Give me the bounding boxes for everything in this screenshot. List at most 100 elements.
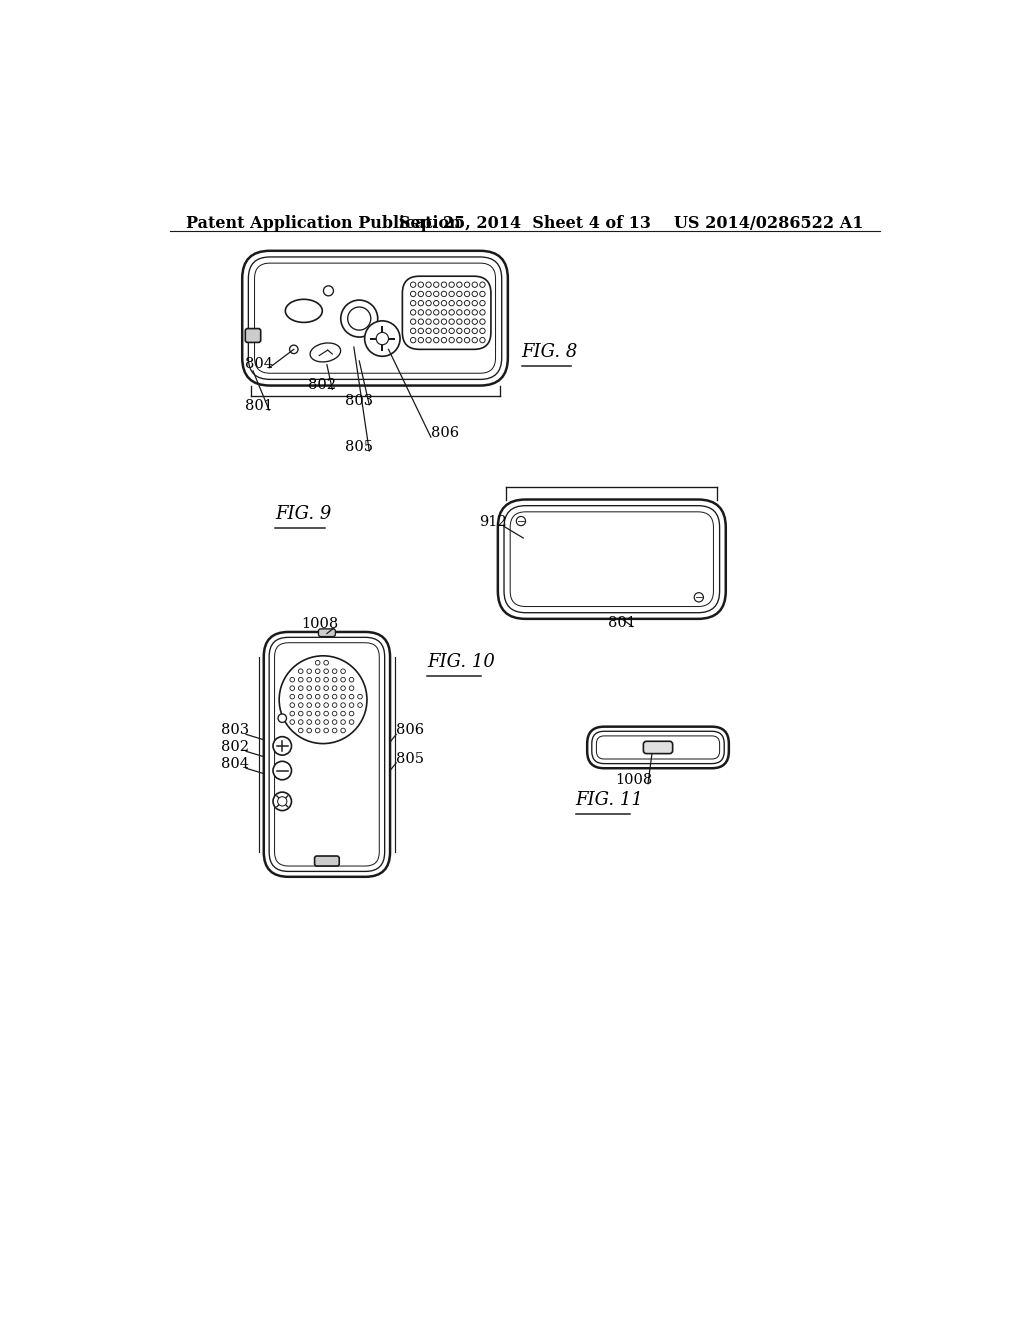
Circle shape: [365, 321, 400, 356]
Circle shape: [472, 310, 477, 315]
Circle shape: [464, 310, 470, 315]
Circle shape: [433, 301, 439, 306]
Circle shape: [349, 694, 354, 700]
Circle shape: [426, 329, 431, 334]
Circle shape: [418, 292, 424, 297]
Circle shape: [307, 677, 311, 682]
Circle shape: [307, 711, 311, 715]
Circle shape: [315, 660, 319, 665]
Circle shape: [516, 516, 525, 525]
Ellipse shape: [310, 343, 341, 362]
Text: 801: 801: [608, 615, 636, 630]
Circle shape: [298, 669, 303, 673]
Circle shape: [333, 686, 337, 690]
Circle shape: [472, 292, 477, 297]
Text: 805: 805: [345, 440, 373, 454]
Circle shape: [333, 719, 337, 725]
Circle shape: [324, 669, 329, 673]
Circle shape: [307, 702, 311, 708]
Circle shape: [433, 338, 439, 343]
FancyBboxPatch shape: [596, 737, 720, 759]
Circle shape: [324, 286, 334, 296]
Circle shape: [433, 292, 439, 297]
Circle shape: [307, 694, 311, 700]
Circle shape: [324, 686, 329, 690]
Circle shape: [441, 282, 446, 288]
Text: 803: 803: [345, 393, 373, 408]
Circle shape: [433, 282, 439, 288]
Circle shape: [411, 292, 416, 297]
FancyBboxPatch shape: [643, 742, 673, 754]
Circle shape: [433, 329, 439, 334]
Circle shape: [278, 797, 287, 807]
Circle shape: [449, 282, 455, 288]
Circle shape: [411, 338, 416, 343]
Circle shape: [315, 669, 319, 673]
Circle shape: [457, 301, 462, 306]
Circle shape: [341, 702, 345, 708]
Circle shape: [426, 282, 431, 288]
Text: 803: 803: [221, 723, 250, 738]
Circle shape: [315, 686, 319, 690]
Circle shape: [464, 338, 470, 343]
Circle shape: [298, 711, 303, 715]
Text: 804: 804: [245, 356, 272, 371]
Circle shape: [290, 694, 295, 700]
Circle shape: [480, 301, 485, 306]
Circle shape: [324, 660, 329, 665]
FancyBboxPatch shape: [402, 276, 490, 350]
Circle shape: [324, 694, 329, 700]
Circle shape: [472, 338, 477, 343]
Circle shape: [324, 711, 329, 715]
FancyBboxPatch shape: [510, 512, 714, 607]
Text: 1008: 1008: [301, 618, 339, 631]
Circle shape: [341, 711, 345, 715]
Circle shape: [333, 669, 337, 673]
Circle shape: [298, 729, 303, 733]
Circle shape: [298, 719, 303, 725]
Circle shape: [273, 762, 292, 780]
Circle shape: [457, 338, 462, 343]
FancyBboxPatch shape: [504, 506, 720, 612]
Circle shape: [307, 686, 311, 690]
Text: 804: 804: [221, 758, 250, 771]
Text: US 2014/0286522 A1: US 2014/0286522 A1: [674, 215, 863, 232]
Circle shape: [290, 686, 295, 690]
Circle shape: [341, 694, 345, 700]
Circle shape: [333, 694, 337, 700]
Circle shape: [418, 282, 424, 288]
Circle shape: [457, 282, 462, 288]
Circle shape: [457, 319, 462, 325]
Circle shape: [441, 301, 446, 306]
Circle shape: [324, 677, 329, 682]
FancyBboxPatch shape: [243, 251, 508, 385]
Circle shape: [441, 310, 446, 315]
Text: FIG. 11: FIG. 11: [575, 791, 643, 809]
Text: FIG. 8: FIG. 8: [521, 343, 579, 362]
Text: 1008: 1008: [615, 772, 653, 787]
Circle shape: [315, 729, 319, 733]
Circle shape: [457, 310, 462, 315]
Circle shape: [290, 702, 295, 708]
Text: 806: 806: [396, 723, 424, 738]
Circle shape: [333, 711, 337, 715]
FancyBboxPatch shape: [498, 499, 726, 619]
Circle shape: [341, 729, 345, 733]
Circle shape: [349, 702, 354, 708]
Circle shape: [278, 714, 287, 722]
Circle shape: [307, 719, 311, 725]
Circle shape: [449, 338, 455, 343]
FancyBboxPatch shape: [587, 726, 729, 768]
FancyBboxPatch shape: [246, 329, 261, 342]
FancyBboxPatch shape: [255, 263, 496, 374]
Circle shape: [273, 737, 292, 755]
Circle shape: [298, 694, 303, 700]
Text: 806: 806: [431, 426, 459, 440]
Circle shape: [324, 719, 329, 725]
Circle shape: [449, 292, 455, 297]
Circle shape: [341, 677, 345, 682]
Circle shape: [298, 686, 303, 690]
Circle shape: [472, 282, 477, 288]
Circle shape: [315, 702, 319, 708]
Circle shape: [324, 729, 329, 733]
